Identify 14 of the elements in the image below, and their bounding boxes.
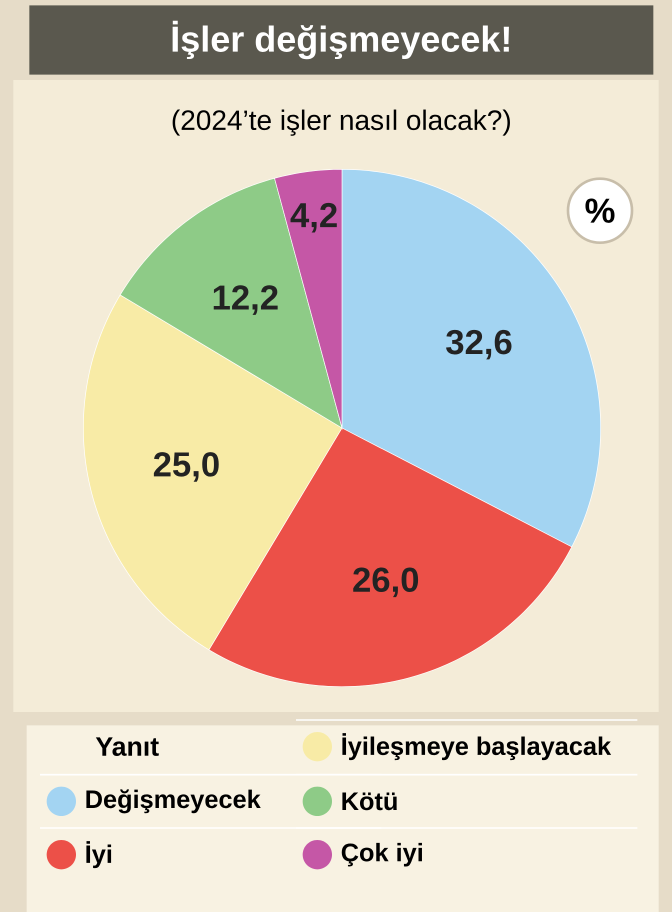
data-label: 32,6 — [446, 330, 512, 360]
legend-label: İyileşmeye başlayacak — [342, 733, 612, 760]
legend-label: İyi — [86, 841, 112, 868]
text: % — [585, 198, 615, 223]
data-label: 4,2 — [290, 202, 337, 233]
legend-label: Çok iyi — [342, 842, 422, 866]
legend-label: Değişmeyecek — [86, 789, 261, 814]
data-label: 25,0 — [154, 452, 219, 482]
chart-subtitle: (2024’te işler nasıl olacak?) — [172, 110, 510, 136]
legend-title: Yanıt — [96, 737, 159, 756]
legend-label: Kötü — [342, 792, 397, 810]
chart-title: İşler değişmeyecek! — [172, 20, 509, 60]
data-label: 12,2 — [214, 285, 278, 315]
data-label: 26,0 — [353, 567, 418, 598]
